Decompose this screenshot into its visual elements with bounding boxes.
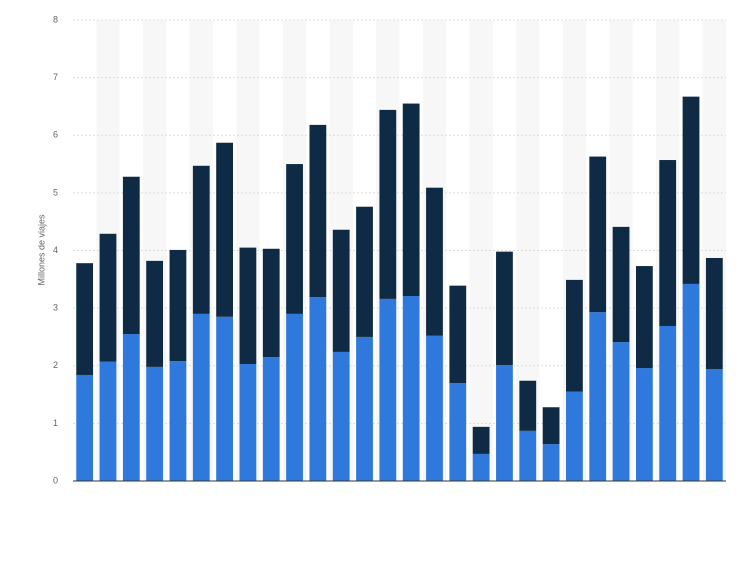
bar-segment bbox=[332, 229, 350, 352]
bar-segment bbox=[356, 336, 373, 481]
bar-segment bbox=[472, 426, 490, 454]
bar-segment bbox=[76, 374, 94, 481]
y-tick-label: 8 bbox=[53, 14, 58, 24]
bar-segment bbox=[356, 206, 373, 337]
bar-segment bbox=[192, 313, 210, 481]
bar-segment bbox=[309, 124, 327, 298]
bar-segment bbox=[169, 361, 187, 481]
bar-segment bbox=[635, 266, 653, 369]
bar-segment bbox=[216, 316, 233, 481]
bar-segment bbox=[379, 298, 397, 481]
bar-segment bbox=[612, 226, 630, 343]
y-tick-label: 2 bbox=[53, 360, 58, 370]
bar-segment bbox=[449, 383, 467, 481]
bar-segment bbox=[76, 263, 94, 375]
bar-segment bbox=[542, 407, 560, 445]
y-tick-label: 5 bbox=[53, 187, 58, 197]
bar-segment bbox=[519, 380, 537, 431]
bar-segment bbox=[682, 96, 700, 284]
bar-segment bbox=[402, 103, 420, 297]
bar-segment bbox=[332, 351, 350, 481]
bar-segment bbox=[122, 176, 140, 335]
bar-segment bbox=[192, 165, 210, 314]
bar-segment bbox=[99, 233, 117, 362]
y-axis-label: Millones de viajes bbox=[36, 214, 46, 286]
bar-segment bbox=[402, 296, 420, 481]
bar-segment bbox=[262, 357, 280, 481]
bar-segment bbox=[426, 335, 443, 481]
bar-segment bbox=[286, 313, 303, 481]
bar-segment bbox=[449, 285, 467, 384]
bar-segment bbox=[286, 164, 303, 314]
bar-segment bbox=[426, 187, 443, 336]
bar-segment bbox=[682, 283, 700, 481]
bar-segment bbox=[659, 160, 677, 326]
y-tick-label: 4 bbox=[53, 245, 58, 255]
y-tick-label: 3 bbox=[53, 303, 58, 313]
bar-segment bbox=[635, 368, 653, 481]
bar-segment bbox=[612, 342, 630, 481]
bar-segment bbox=[146, 260, 164, 367]
y-tick-label: 6 bbox=[53, 130, 58, 140]
bar-segment bbox=[216, 142, 233, 317]
bar-segment bbox=[309, 297, 327, 481]
bar-segment bbox=[566, 279, 583, 392]
bar-segment bbox=[239, 247, 257, 365]
bar-segment bbox=[472, 453, 490, 481]
bar-segment bbox=[705, 257, 723, 370]
bar-segment bbox=[566, 391, 583, 481]
bar-segment bbox=[519, 430, 537, 481]
bar-segment bbox=[542, 444, 560, 481]
bar-segment bbox=[239, 364, 257, 481]
bar-segment bbox=[99, 361, 117, 481]
bar-segment bbox=[589, 156, 607, 313]
bar-segment bbox=[146, 366, 164, 481]
bar-segment bbox=[379, 109, 397, 299]
bar-segment bbox=[496, 251, 513, 366]
bar-segment bbox=[169, 249, 187, 362]
bar-segment bbox=[589, 312, 607, 481]
bar-segment bbox=[496, 365, 513, 481]
bar-segment bbox=[262, 248, 280, 358]
y-tick-label: 0 bbox=[53, 475, 58, 485]
bar-segment bbox=[659, 325, 677, 481]
y-tick-label: 7 bbox=[53, 72, 58, 82]
y-tick-label: 1 bbox=[53, 418, 58, 428]
bar-segment bbox=[122, 334, 140, 481]
bar-segment bbox=[705, 369, 723, 481]
